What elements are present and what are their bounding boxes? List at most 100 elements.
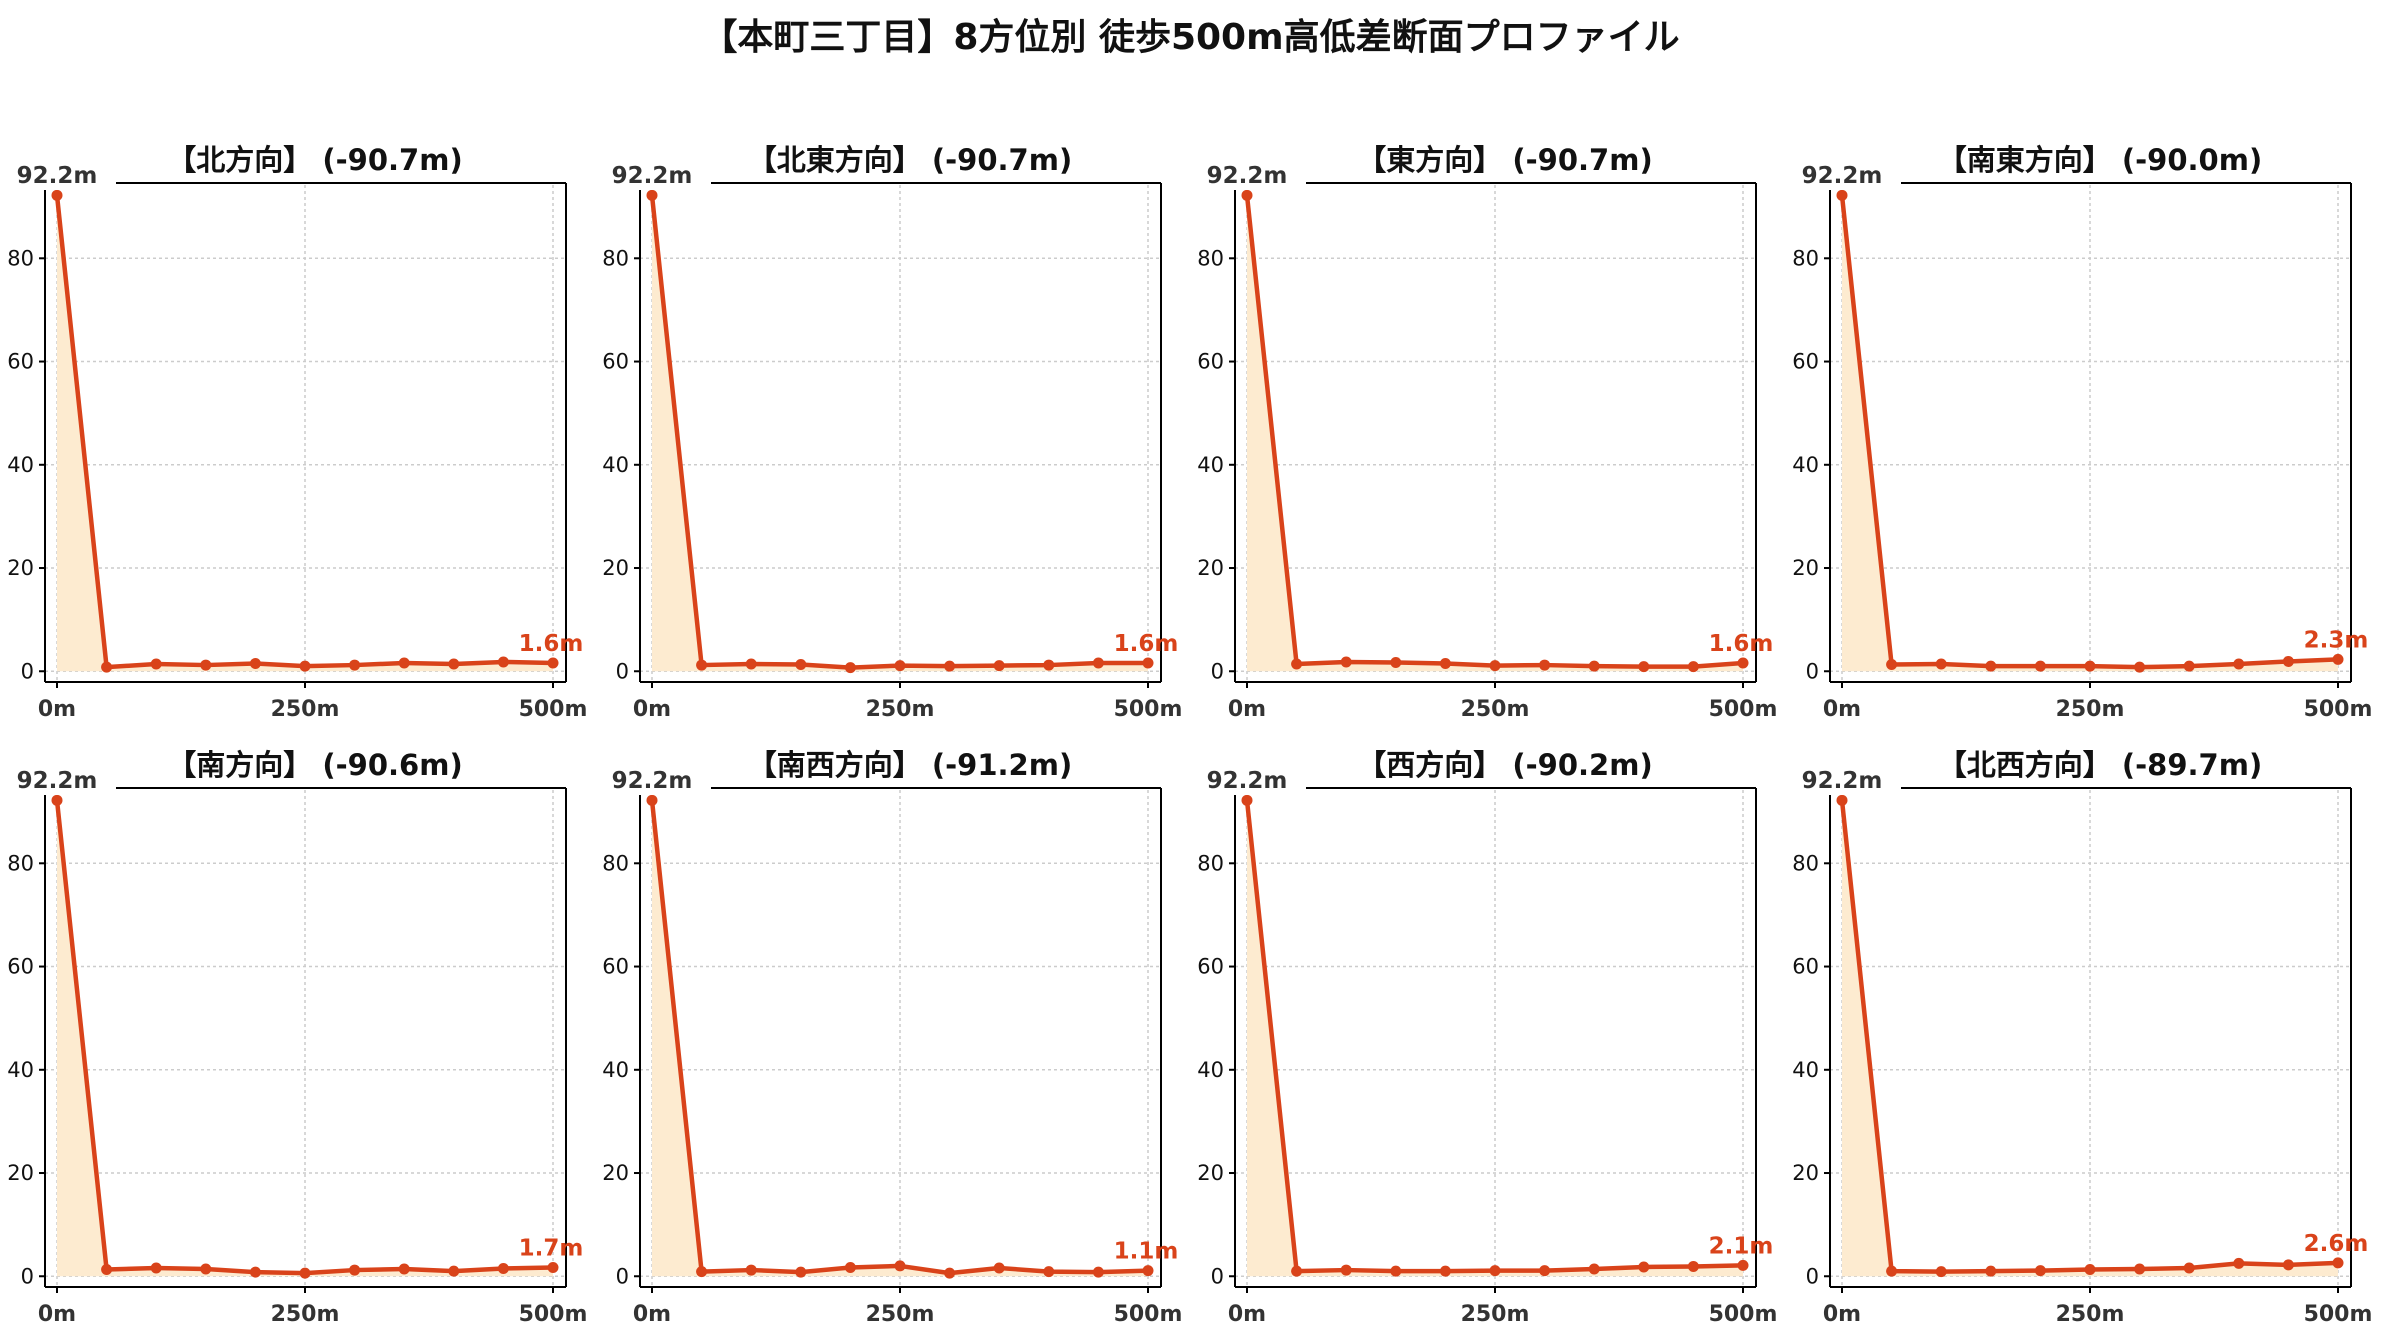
elevation-point (349, 659, 361, 671)
x-tick-label: 500m (2304, 1302, 2373, 1327)
elevation-point (1291, 658, 1303, 670)
elevation-point (1092, 1266, 1104, 1278)
elevation-point (993, 1262, 1005, 1274)
elevation-point (1985, 1265, 1997, 1277)
x-tick-label: 250m (2056, 1302, 2125, 1327)
y-tick-label: 20 (1792, 1161, 1819, 1185)
x-tick-label: 250m (866, 697, 935, 722)
elevation-point (696, 1266, 708, 1278)
y-tick-label: 0 (616, 659, 629, 683)
elevation-point (249, 1266, 261, 1278)
x-tick-label: 500m (1114, 697, 1183, 722)
elevation-point (1886, 659, 1898, 671)
elevation-point (894, 1260, 906, 1272)
panel-elevation-diff: (-90.0m) (2111, 143, 2263, 177)
y-tick-label: 40 (1197, 453, 1224, 477)
elevation-point (1836, 189, 1848, 201)
start-label-bg (1805, 160, 1901, 190)
elevation-point (200, 1263, 212, 1275)
panel-direction: 【南東方向】 (1937, 143, 2112, 177)
elevation-point (1638, 661, 1650, 673)
end-elevation-label: 1.6m (1114, 631, 1179, 657)
panel-title: 【北東方向】 (-90.7m) (660, 140, 1160, 180)
elevation-point (1935, 658, 1947, 670)
elevation-point (1092, 657, 1104, 669)
x-tick-label: 0m (1823, 697, 1861, 722)
elevation-point (2282, 1259, 2294, 1271)
y-tick-label: 20 (1197, 1161, 1224, 1185)
y-tick-label: 40 (7, 1058, 34, 1082)
chart-panel: 【東方向】 (-90.7m) 0 20 40 60 80 0m 250m 500m 92.2m 1.… (1190, 140, 1785, 722)
y-tick-label: 80 (1792, 246, 1819, 270)
elevation-point (150, 1262, 162, 1274)
end-elevation-label: 2.6m (2304, 1231, 2369, 1257)
x-tick-label: 500m (1709, 1302, 1778, 1327)
panel-direction: 【東方向】 (1357, 143, 1503, 177)
y-tick-label: 40 (1792, 453, 1819, 477)
elevation-point (1539, 659, 1551, 671)
start-label-bg (615, 765, 711, 795)
elevation-point (2134, 661, 2146, 673)
elevation-point (1390, 656, 1402, 668)
elevation-point (1142, 657, 1154, 669)
x-tick-label: 0m (633, 697, 671, 722)
chart-panel: 【西方向】 (-90.2m) 0 20 40 60 80 0m 250m 500m 92.2m 2.… (1190, 745, 1785, 1327)
elevation-point (2034, 660, 2046, 672)
elevation-point (1687, 661, 1699, 673)
panel-title: 【東方向】 (-90.7m) (1255, 140, 1755, 180)
elevation-point (299, 660, 311, 672)
elevation-point (1291, 1265, 1303, 1277)
elevation-point (1836, 794, 1848, 806)
panel-elevation-diff: (-90.2m) (1502, 748, 1653, 782)
start-label-bg (1805, 765, 1901, 795)
elevation-point (2034, 1265, 2046, 1277)
elevation-point (448, 1265, 460, 1277)
y-tick-label: 40 (602, 453, 629, 477)
start-label-bg (20, 160, 116, 190)
chart-svg: 0 20 40 60 80 0m 250m 500m 92.2m 1.6m (602, 160, 1182, 722)
panel-direction: 【北東方向】 (747, 143, 922, 177)
y-tick-label: 20 (1792, 556, 1819, 580)
elevation-point (894, 660, 906, 672)
elevation-point (299, 1267, 311, 1279)
end-elevation-label: 1.7m (519, 1235, 584, 1261)
y-tick-label: 0 (1806, 1264, 1819, 1288)
elevation-point (547, 657, 559, 669)
y-tick-label: 80 (602, 246, 629, 270)
x-tick-label: 0m (1228, 1302, 1266, 1327)
elevation-point (944, 1267, 956, 1279)
chart-svg: 0 20 40 60 80 0m 250m 500m 92.2m 2.6m (1792, 765, 2372, 1327)
chart-svg: 0 20 40 60 80 0m 250m 500m 92.2m 1.6m (1197, 160, 1777, 722)
elevation-point (944, 660, 956, 672)
start-elevation-label: 92.2m (1207, 163, 1288, 189)
panel-direction: 【北方向】 (167, 143, 313, 177)
panel-elevation-diff: (-90.6m) (312, 748, 463, 782)
panel-direction: 【南方向】 (167, 748, 313, 782)
elevation-point (795, 659, 807, 671)
elevation-point (1043, 659, 1055, 671)
chart-panel: 【南西方向】 (-91.2m) 0 20 40 60 80 0m 250m 500m 92.2m 1… (595, 745, 1190, 1327)
x-tick-label: 500m (1114, 1302, 1183, 1327)
elevation-point (1489, 1265, 1501, 1277)
y-tick-label: 0 (21, 1264, 34, 1288)
elevation-point (2233, 1257, 2245, 1269)
elevation-point (1142, 1265, 1154, 1277)
y-tick-label: 40 (1792, 1058, 1819, 1082)
y-tick-label: 60 (1197, 350, 1224, 374)
start-label-bg (615, 160, 711, 190)
y-tick-label: 20 (1197, 556, 1224, 580)
start-label-bg (1210, 765, 1306, 795)
y-tick-label: 0 (1806, 659, 1819, 683)
elevation-point (646, 794, 658, 806)
x-tick-label: 250m (1461, 1302, 1530, 1327)
start-label-bg (20, 765, 116, 795)
y-tick-label: 20 (602, 1161, 629, 1185)
elevation-point (1489, 660, 1501, 672)
x-tick-label: 500m (1709, 697, 1778, 722)
x-tick-label: 0m (633, 1302, 671, 1327)
elevation-point (2084, 1264, 2096, 1276)
start-elevation-label: 92.2m (17, 768, 98, 794)
y-tick-label: 80 (1792, 851, 1819, 875)
chart-svg: 0 20 40 60 80 0m 250m 500m 92.2m 1.1m (602, 765, 1182, 1327)
elevation-point (1439, 658, 1451, 670)
